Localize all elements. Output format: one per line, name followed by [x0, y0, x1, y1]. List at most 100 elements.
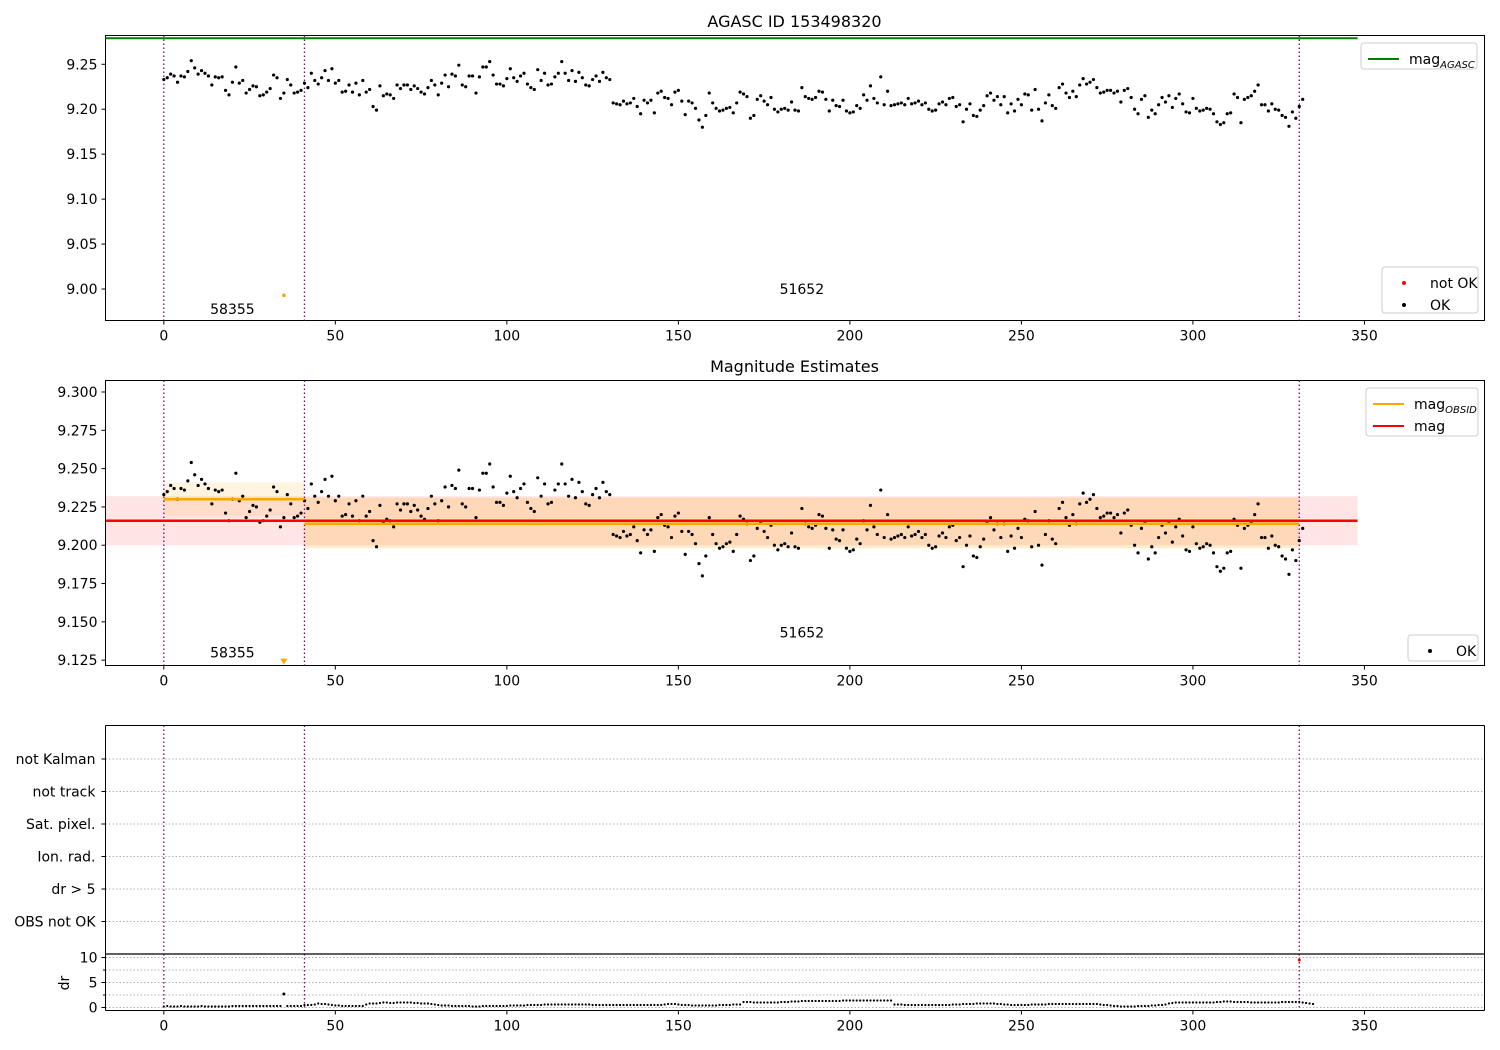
panel4-ok-point: [1239, 1000, 1243, 1004]
panel4-ok-point: [1047, 1002, 1050, 1006]
panel1-ok-point: [1115, 89, 1120, 93]
panel1-ok-point: [1194, 106, 1198, 110]
panel1-ok-point: [1249, 94, 1253, 98]
panel2-ok-point: [234, 471, 238, 475]
panel2-ok-point: [539, 494, 543, 498]
panel1-ok-point: [244, 91, 248, 95]
panel4-ok-point: [958, 1003, 961, 1006]
panel4-ok-point: [330, 1003, 334, 1007]
panel1-ok-point: [1239, 121, 1243, 125]
panel1-ok-point: [841, 98, 845, 102]
panel2-ok-point: [666, 525, 670, 529]
panel1-ok-point: [875, 101, 879, 105]
panel2-ok-point: [1283, 557, 1288, 561]
panel4-ok-point: [636, 1003, 639, 1007]
panel1-xtick-label: 350: [1351, 329, 1378, 345]
panel1-ok-point: [494, 82, 499, 86]
panel4-ok-point: [502, 1004, 505, 1008]
panel1-ok-point: [858, 106, 862, 110]
panel2-ok-point: [858, 542, 862, 546]
panel2-ok-point: [755, 526, 759, 530]
panel1-ok-point: [618, 103, 622, 107]
panel4-ok-point: [1164, 1003, 1167, 1006]
panel1-ok-point: [1218, 122, 1222, 127]
panel2-ok-point: [844, 546, 849, 550]
panel2-ok-point: [494, 500, 499, 504]
panel1-ok-point: [464, 85, 468, 89]
panel2-ok-point: [947, 525, 951, 529]
panel1-ok-point: [978, 108, 982, 112]
panel2-ok-point: [1091, 493, 1096, 497]
panel4-ok-point: [389, 1001, 392, 1005]
panel2-ok-point: [944, 535, 948, 540]
panel4-ok-point: [1305, 1001, 1308, 1005]
panel4-ok-point: [450, 1004, 454, 1008]
panel2-ok-point: [903, 535, 907, 540]
panel2-outlier-marker: [280, 658, 288, 665]
panel2-ok-point: [333, 499, 337, 503]
panel4-ok-point: [1212, 1001, 1215, 1004]
panel2-ok-point: [508, 474, 512, 478]
panel2-ok-point: [374, 545, 379, 549]
panel4-ok-point: [471, 1005, 474, 1008]
panel2-ok-point: [789, 531, 794, 535]
panel1-ok-point: [457, 63, 461, 67]
panel4-ok-point: [728, 1003, 731, 1007]
panel2-ok-point: [512, 489, 516, 494]
panel2-ok-point: [711, 532, 715, 537]
panel2-ytick-label: 9.300: [57, 385, 97, 401]
panel4-ok-point: [694, 1004, 697, 1007]
panel1-xtick-label: 200: [837, 329, 864, 345]
panel2-ok-point: [210, 502, 214, 506]
panel1-ok-point: [1290, 110, 1295, 114]
panel4-ok-point: [320, 1002, 323, 1006]
panel4-ok-point: [660, 1003, 663, 1007]
panel2-ok-point: [179, 486, 183, 491]
panel2-ok-point: [632, 525, 636, 529]
panel4-ok-point: [776, 1001, 779, 1004]
panel1-ok-point: [505, 77, 509, 81]
panel2-ok-point: [690, 532, 694, 537]
panel4-ok-point: [1147, 1004, 1150, 1008]
panel1-ytick-label: 9.05: [66, 237, 97, 253]
panel2-ok-point: [326, 494, 331, 498]
panel4-ok-point: [341, 1004, 344, 1008]
panel1-ok-point: [566, 78, 571, 83]
panel2-ok-point: [1098, 516, 1102, 520]
panel1-ok-point: [958, 103, 962, 107]
panel4-ok-point: [553, 1003, 556, 1006]
panel2-legend-text: mag: [1414, 419, 1445, 435]
panel2-ok-point: [470, 486, 475, 491]
panel4-ok-point: [464, 1004, 467, 1008]
panel4-ok-point: [162, 1005, 165, 1008]
panel4-ok-point: [793, 1000, 797, 1003]
panel2-ok-point: [940, 531, 945, 535]
panel1-ok-point: [971, 113, 975, 118]
panel2-ok-point: [1263, 535, 1267, 540]
panel4-ok-point: [732, 1003, 735, 1006]
panel2-legend-text: OK: [1456, 644, 1477, 660]
panel4-ok-point: [725, 1003, 728, 1007]
panel2-ok-point: [704, 554, 708, 558]
panel1-ok-point: [1181, 102, 1185, 106]
panel4-ok-point: [299, 1004, 303, 1008]
panel1-ok-point: [542, 71, 547, 75]
panel4-ok-point: [1130, 1005, 1133, 1008]
panel4-ok-point: [286, 1004, 289, 1008]
panel4-ok-point: [217, 1005, 220, 1008]
panel4-ok-point: [948, 1003, 951, 1007]
panel2-ytick-label: 9.150: [57, 615, 97, 631]
panel2-ok-point: [278, 525, 283, 529]
panel2-ok-point: [896, 534, 900, 538]
panel1-ok-point: [1153, 112, 1157, 116]
panel2-ok-point: [1146, 557, 1150, 561]
panel4-ok-point: [711, 1004, 714, 1007]
panel1-ok-point: [700, 125, 704, 129]
panel4-ok-point: [752, 1001, 755, 1004]
panel4-ok-point: [968, 1002, 972, 1006]
panel4-ok-point: [955, 1003, 958, 1006]
panel1-ok-point: [1084, 82, 1089, 86]
panel2-xtick-label: 100: [493, 674, 520, 690]
panel2-ok-point: [481, 471, 485, 475]
panel4-ok-point: [797, 1000, 800, 1003]
